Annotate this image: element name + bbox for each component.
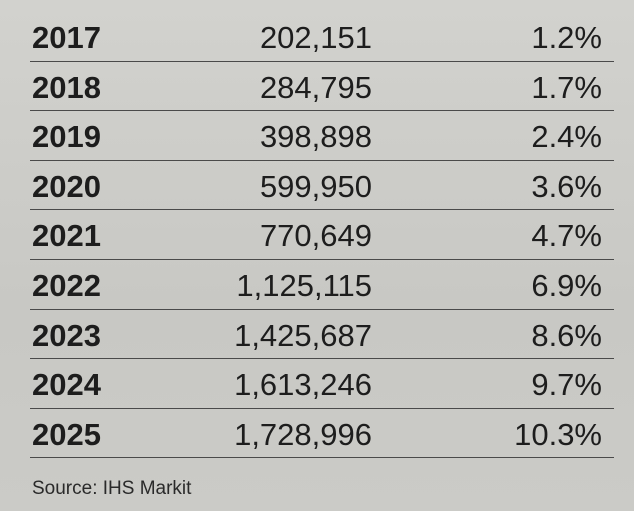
share-cell: 3.6% [531, 168, 602, 204]
table-row: 2018 284,795 1.7% [30, 62, 614, 112]
table-row: 2021 770,649 4.7% [30, 210, 614, 260]
table-row: 2017 202,151 1.2% [30, 12, 614, 62]
share-cell: 6.9% [531, 268, 602, 303]
units-cell: 1,728,996 [234, 416, 372, 452]
units-cell: 1,425,687 [234, 317, 372, 353]
units-cell: 770,649 [259, 218, 372, 254]
share-cell: 10.3% [514, 416, 602, 452]
units-cell: 1,125,115 [236, 268, 372, 303]
year-cell: 2024 [32, 367, 101, 403]
year-cell: 2020 [32, 168, 101, 204]
table-row: 2024 1,613,246 9.7% [30, 359, 614, 409]
year-cell: 2017 [32, 20, 101, 55]
table-row: 2023 1,425,687 8.6% [30, 310, 614, 360]
share-cell: 4.7% [531, 218, 602, 254]
units-cell: 284,795 [259, 69, 372, 105]
share-cell: 9.7% [531, 367, 602, 403]
units-cell: 202,151 [259, 20, 372, 55]
share-cell: 2.4% [531, 119, 602, 155]
year-cell: 2025 [32, 416, 101, 452]
share-cell: 1.7% [531, 69, 602, 105]
year-cell: 2019 [32, 119, 101, 155]
units-cell: 599,950 [259, 168, 372, 204]
source-note: Source: IHS Markit [32, 478, 192, 499]
share-cell: 1.2% [531, 20, 602, 55]
year-cell: 2018 [32, 69, 101, 105]
table-row: 2022 1,125,115 6.9% [30, 260, 614, 310]
year-cell: 2023 [32, 317, 101, 353]
units-cell: 1,613,246 [234, 367, 372, 403]
table-row: 2019 398,898 2.4% [30, 111, 614, 161]
year-cell: 2022 [32, 268, 101, 303]
table-row: 2020 599,950 3.6% [30, 161, 614, 211]
units-cell: 398,898 [259, 119, 372, 155]
share-cell: 8.6% [531, 317, 602, 353]
year-cell: 2021 [32, 218, 101, 254]
table-row: 2025 1,728,996 10.3% [30, 409, 614, 459]
